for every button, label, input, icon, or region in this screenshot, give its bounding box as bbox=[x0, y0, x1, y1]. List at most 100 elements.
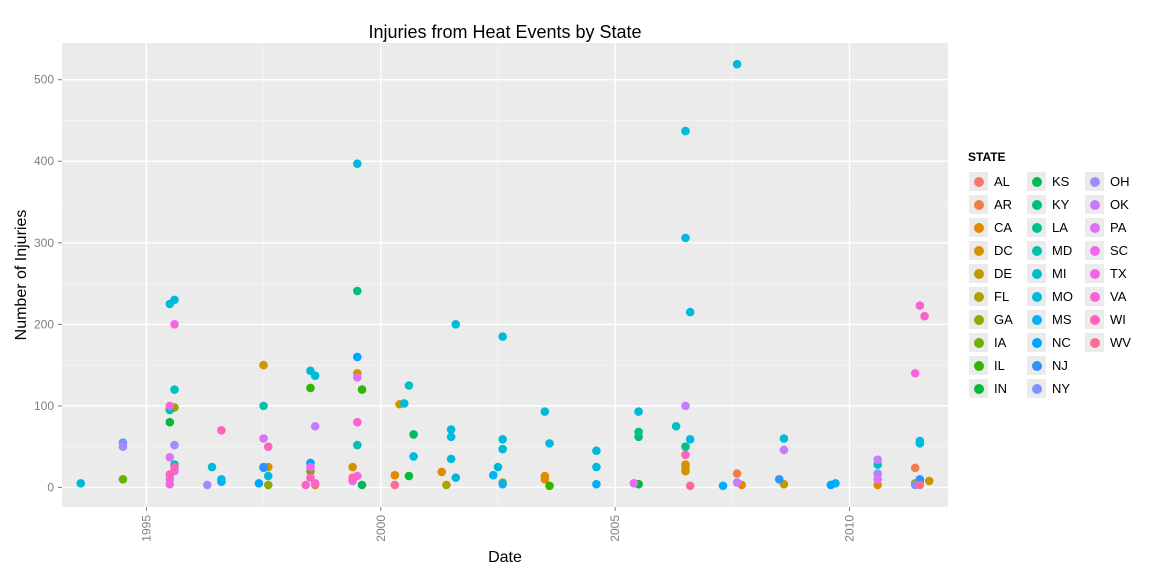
point-nj bbox=[259, 462, 268, 472]
data-points bbox=[76, 59, 934, 491]
point-mo bbox=[732, 59, 742, 69]
legend-dot-icon bbox=[1031, 314, 1042, 325]
point-va bbox=[301, 480, 311, 490]
point-ks bbox=[357, 480, 367, 490]
point-pa bbox=[165, 452, 175, 462]
point-mo bbox=[915, 439, 925, 448]
x-tick-label: 2010 bbox=[843, 515, 857, 542]
legend-dot-icon bbox=[1089, 291, 1100, 302]
point-ca bbox=[390, 470, 400, 480]
point-mo bbox=[493, 462, 503, 472]
point-mo bbox=[310, 371, 320, 381]
legend-item-sc: SC bbox=[1084, 239, 1140, 262]
point-mo bbox=[446, 425, 456, 434]
point-ks bbox=[409, 430, 418, 439]
point-ms bbox=[217, 477, 226, 487]
point-va bbox=[310, 479, 320, 488]
legend-item-al: AL bbox=[968, 170, 1024, 193]
x-axis-ticks: 1995 2000 2005 2010 bbox=[139, 507, 857, 542]
legend-key bbox=[1084, 263, 1105, 284]
legend-item-fl: FL bbox=[968, 285, 1024, 308]
point-mo bbox=[685, 435, 695, 444]
point-ar bbox=[732, 469, 742, 478]
legend-key bbox=[1026, 263, 1047, 284]
legend-item-nc: NC bbox=[1026, 331, 1082, 354]
legend-key bbox=[968, 263, 989, 284]
point-mo bbox=[207, 462, 217, 472]
point-mo bbox=[685, 307, 695, 317]
legend-item-wi: WI bbox=[1084, 308, 1140, 331]
point-mo bbox=[446, 432, 456, 442]
x-tick-label: 2000 bbox=[374, 515, 388, 542]
legend-item-wv: WV bbox=[1084, 331, 1140, 354]
point-mo bbox=[592, 446, 601, 456]
point-mo bbox=[681, 126, 690, 136]
point-tx bbox=[910, 368, 920, 378]
legend-item-ga: GA bbox=[968, 308, 1024, 331]
legend-item-tx: TX bbox=[1084, 262, 1140, 285]
legend-dot-icon bbox=[1031, 337, 1042, 348]
legend-label: IL bbox=[994, 358, 1005, 373]
y-tick-label: 200 bbox=[34, 317, 54, 331]
legend-key bbox=[1084, 332, 1105, 353]
legend-key bbox=[1026, 217, 1047, 238]
legend-label: FL bbox=[994, 289, 1010, 304]
point-sc bbox=[306, 462, 315, 472]
legend-key bbox=[1026, 286, 1047, 307]
legend-item-la: LA bbox=[1026, 216, 1082, 239]
legend-key bbox=[1026, 309, 1047, 330]
point-il bbox=[306, 383, 315, 393]
legend-item-ca: CA bbox=[968, 216, 1024, 239]
legend-label: KY bbox=[1052, 197, 1070, 212]
legend-dot-icon bbox=[973, 176, 984, 187]
point-mi bbox=[170, 385, 179, 394]
legend-dot-icon bbox=[973, 360, 984, 371]
y-tick-label: 0 bbox=[47, 480, 54, 494]
point-il bbox=[357, 385, 367, 394]
legend-label: IA bbox=[994, 335, 1007, 350]
legend-item-ia: IA bbox=[968, 331, 1024, 354]
legend-dot-icon bbox=[1031, 222, 1042, 233]
point-sc bbox=[629, 479, 639, 488]
point-de bbox=[924, 476, 934, 486]
legend-key bbox=[968, 332, 989, 353]
legend-label: AL bbox=[994, 174, 1010, 189]
point-la bbox=[681, 442, 690, 451]
point-ms bbox=[718, 481, 728, 491]
legend-item-pa: PA bbox=[1084, 216, 1140, 239]
legend-dot-icon bbox=[1089, 199, 1100, 210]
legend-item-va: VA bbox=[1084, 285, 1140, 308]
point-mo bbox=[498, 444, 507, 454]
legend-label: IN bbox=[994, 381, 1007, 396]
point-mo bbox=[779, 434, 789, 443]
point-wv bbox=[390, 480, 400, 490]
legend-key bbox=[1026, 332, 1047, 353]
x-tick-label: 1995 bbox=[139, 515, 153, 542]
point-wi bbox=[217, 426, 226, 435]
point-ms bbox=[592, 479, 601, 489]
point-ia bbox=[118, 474, 128, 484]
legend-label: NJ bbox=[1052, 358, 1068, 373]
point-nc bbox=[254, 479, 264, 488]
point-wi bbox=[306, 473, 315, 482]
legend-item-il: IL bbox=[968, 354, 1024, 377]
point-mo bbox=[399, 399, 409, 408]
y-axis-ticks: 0 100 200 300 400 500 bbox=[34, 73, 62, 494]
point-wv bbox=[685, 481, 695, 491]
x-tick-label: 2005 bbox=[608, 515, 622, 542]
point-md bbox=[259, 401, 268, 411]
legend-key bbox=[968, 217, 989, 238]
point-ok bbox=[681, 401, 690, 411]
legend-title: STATE bbox=[968, 150, 1006, 164]
legend-item-de: DE bbox=[968, 262, 1024, 285]
legend-label: NY bbox=[1052, 381, 1071, 396]
legend-key bbox=[1026, 378, 1047, 399]
point-mo bbox=[498, 332, 507, 341]
legend-key bbox=[968, 171, 989, 192]
point-ca bbox=[437, 467, 447, 477]
legend-column: AL AR CA DC DE FL GA IA IL IN bbox=[968, 170, 1024, 400]
point-fl bbox=[442, 480, 451, 490]
point-in bbox=[165, 417, 175, 427]
legend-dot-icon bbox=[973, 268, 984, 279]
legend-label: VA bbox=[1110, 289, 1127, 304]
